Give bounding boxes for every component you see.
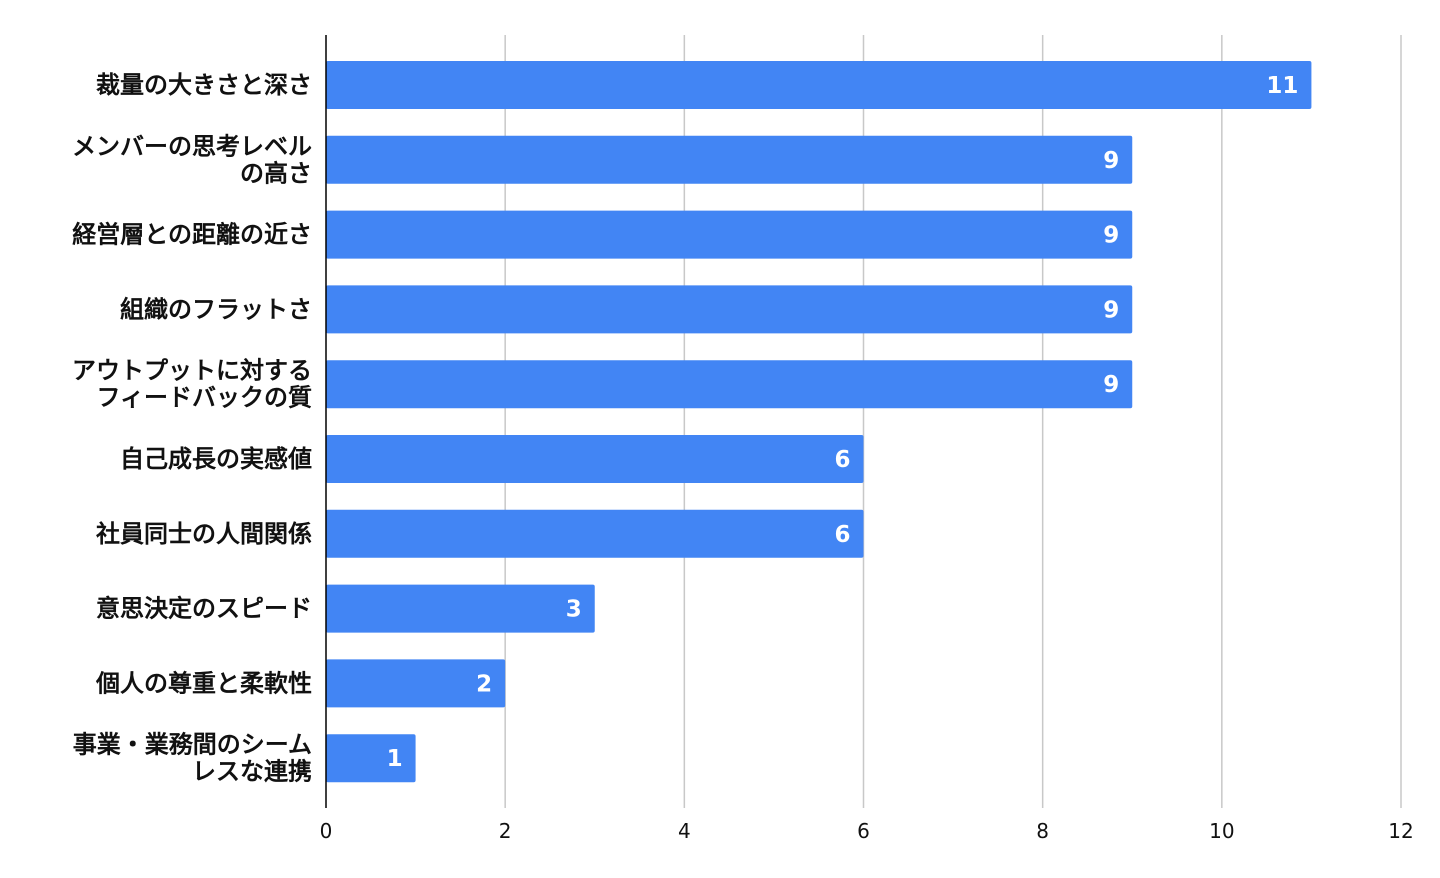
category-label-1: メンバーの思考レベルの高さ — [72, 132, 312, 187]
bar-2 — [326, 210, 1133, 259]
bar-5 — [326, 435, 864, 483]
data-label-0: 11 — [1266, 73, 1298, 99]
bar-7 — [326, 584, 595, 633]
x-tick-label-4: 4 — [678, 819, 691, 843]
category-label-line: 組織のフラットさ — [120, 295, 312, 323]
category-label-line: アウトプットに対する — [72, 357, 312, 385]
data-label-8: 2 — [476, 671, 492, 697]
bar-4 — [326, 360, 1133, 409]
bar-1 — [326, 135, 1133, 184]
x-tick-label-8: 8 — [1036, 819, 1049, 843]
x-tick-label-12: 12 — [1388, 819, 1413, 843]
bar-3 — [326, 285, 1133, 334]
data-label-1: 9 — [1103, 148, 1119, 174]
category-label-8: 個人の尊重と柔軟性 — [95, 669, 312, 697]
data-label-5: 6 — [834, 447, 850, 473]
category-label-9: 事業・業務間のシームレスな連携 — [73, 731, 312, 786]
category-label-line: 裁量の大きさと深さ — [96, 71, 312, 99]
category-label-7: 意思決定のスピード — [96, 595, 312, 623]
x-tick-label-6: 6 — [857, 819, 870, 843]
bar-layer — [326, 61, 1312, 783]
category-label-5: 自己成長の実感値 — [120, 445, 312, 473]
bar-6 — [326, 509, 864, 558]
label-layer: 0 2 4 6 8 10 1211裁量の大きさと深さ9メンバーの思考レベルの高さ9経営層との… — [72, 71, 1414, 843]
category-label-line: レスな連携 — [192, 758, 312, 786]
category-label-line: 経営層との距離の近さ — [72, 221, 312, 249]
category-label-3: 組織のフラットさ — [120, 295, 312, 323]
data-label-9: 1 — [387, 746, 403, 772]
category-label-line: 自己成長の実感値 — [120, 445, 312, 473]
x-tick-label-0: 0 — [320, 819, 333, 843]
x-tick-label-10: 10 — [1209, 819, 1234, 843]
category-label-line: 事業・業務間のシーム — [73, 731, 312, 759]
x-tick-label-2: 2 — [499, 819, 512, 843]
data-label-6: 6 — [834, 522, 850, 548]
category-label-2: 経営層との距離の近さ — [72, 221, 312, 249]
category-label-line: 社員同士の人間関係 — [96, 520, 312, 548]
data-label-2: 9 — [1103, 223, 1119, 249]
category-label-line: メンバーの思考レベル — [72, 132, 312, 160]
data-label-3: 9 — [1103, 297, 1119, 323]
category-label-4: アウトプットに対するフィードバックの質 — [72, 357, 312, 412]
bar-0 — [326, 61, 1312, 109]
bar-9 — [326, 734, 416, 783]
category-label-6: 社員同士の人間関係 — [96, 520, 312, 548]
bar-8 — [326, 659, 506, 708]
category-label-line: 個人の尊重と柔軟性 — [95, 669, 312, 697]
category-label-line: フィードバックの質 — [96, 384, 312, 412]
category-label-0: 裁量の大きさと深さ — [96, 71, 312, 99]
data-label-7: 3 — [566, 597, 582, 623]
data-label-4: 9 — [1103, 372, 1119, 398]
category-label-line: の高さ — [240, 159, 312, 187]
category-label-line: 意思決定のスピード — [96, 595, 312, 623]
